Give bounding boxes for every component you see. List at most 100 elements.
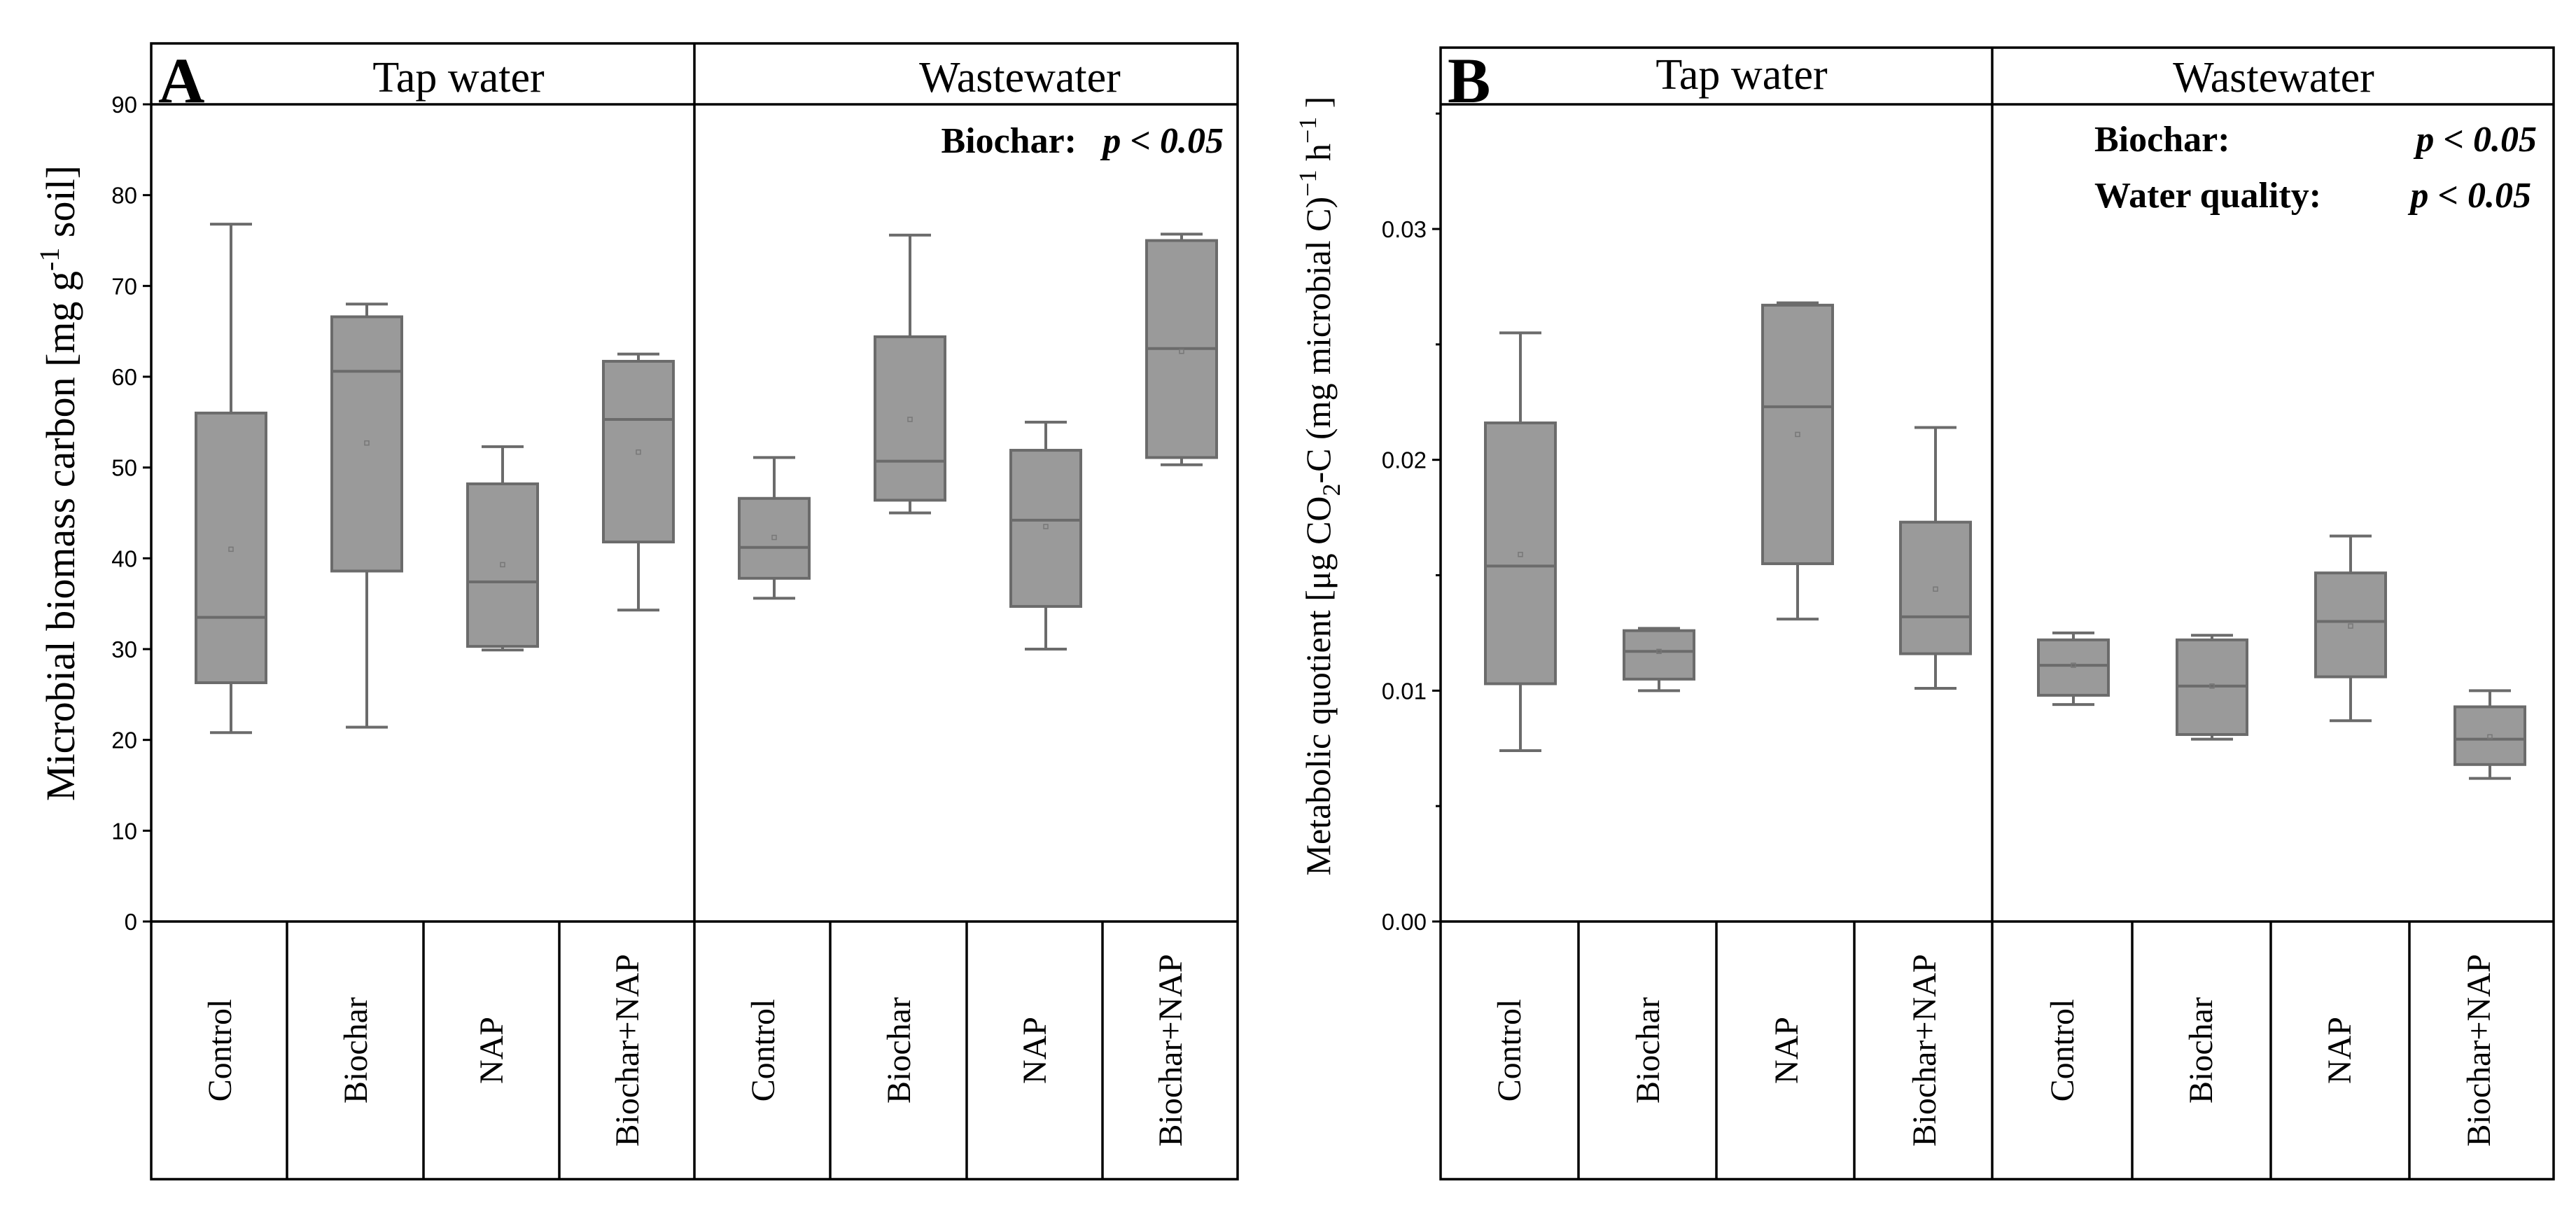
panel-a-y-axis: 0 10 20 30 40 50 60 70 80 90 — [111, 92, 151, 935]
iqr-box — [1761, 303, 1834, 566]
y-tick-label: 40 — [111, 545, 137, 571]
mean-marker — [907, 417, 913, 422]
box-biochar-nap — [2454, 689, 2526, 780]
iqr-box — [330, 315, 403, 573]
panel-a: A Tap water Wastewater Biochar: p < 0.05… — [34, 42, 1239, 1181]
box-biochar — [1623, 627, 1695, 693]
box-biochar — [874, 233, 946, 515]
panel-a-category-labels: Control Biochar NAP Biochar+NAP Control … — [202, 954, 1189, 1146]
panel-a-stat-p: p < 0.05 — [1100, 121, 1224, 161]
cat-label-b-waste-biochar: Biochar — [2183, 997, 2220, 1104]
box-biochar-nap — [1145, 232, 1218, 466]
box-control — [2037, 631, 2110, 707]
cat-label-b-waste-nap: NAP — [2321, 1017, 2358, 1084]
panel-b-frame — [1439, 46, 2555, 1181]
y-tick-label: 30 — [111, 637, 137, 662]
box-nap — [2314, 534, 2387, 723]
box-biochar — [2176, 634, 2248, 741]
panel-a-header-tap: Tap water — [372, 54, 545, 102]
panel-a-stat-label: Biochar: — [941, 121, 1077, 161]
box-control — [195, 223, 267, 735]
plot-b-area — [1484, 301, 2526, 780]
mean-marker — [2071, 662, 2076, 668]
iqr-box — [195, 411, 267, 684]
panel-b-stat-water-label: Water quality: — [2094, 176, 2321, 216]
box-nap — [1009, 420, 1082, 651]
mean-marker — [228, 546, 234, 552]
cat-label-a-tap-nap: NAP — [473, 1017, 510, 1084]
y-tick-label: 90 — [111, 92, 137, 118]
y-tick-label: 0.00 — [1382, 909, 1427, 935]
mean-marker — [1656, 648, 1662, 655]
panel-a-ylabel: Microbial biomass carbon [mg g-1 soil] — [34, 165, 83, 801]
mean-marker — [1795, 431, 1800, 438]
y-tick-label: 0.03 — [1382, 216, 1427, 242]
mean-marker — [771, 534, 777, 541]
cat-label-a-waste-nap: NAP — [1016, 1017, 1054, 1084]
panel-a-letter: A — [158, 45, 204, 116]
panel-b-y-axis: 0.00 0.01 0.02 0.03 — [1382, 112, 1441, 935]
panel-a-header-waste: Wastewater — [919, 54, 1121, 102]
cat-label-a-waste-biochar: Biochar — [881, 997, 918, 1104]
iqr-box — [2314, 571, 2387, 679]
box-control — [1484, 331, 1557, 753]
cat-label-a-waste-biochar-nap: Biochar+NAP — [1152, 954, 1189, 1146]
panel-b-header-tap: Tap water — [1656, 51, 1828, 99]
iqr-box — [602, 359, 675, 543]
y-tick-label: 60 — [111, 364, 137, 390]
box-biochar-nap — [1899, 426, 1972, 690]
cat-label-a-tap-biochar-nap: Biochar+NAP — [609, 954, 646, 1146]
y-tick-label: 10 — [111, 818, 137, 844]
y-tick-label: 0.02 — [1382, 447, 1427, 473]
mean-marker — [1933, 586, 1938, 592]
cat-label-b-waste-biochar-nap: Biochar+NAP — [2460, 954, 2498, 1146]
iqr-box — [1623, 629, 1695, 681]
panel-b: B Tap water Wastewater Biochar: p < 0.05… — [1294, 45, 2555, 1181]
cat-label-b-waste-control: Control — [2044, 999, 2081, 1102]
panel-b-category-labels: Control Biochar NAP Biochar+NAP Control … — [1491, 954, 2498, 1146]
panel-b-stats: Biochar: p < 0.05 Water quality: p < 0.0… — [2094, 120, 2537, 216]
panel-b-ylabel: Metabolic quotient [μg CO2-C (mg microbi… — [1294, 97, 1345, 876]
y-tick-label: 70 — [111, 273, 137, 299]
mean-marker — [364, 440, 370, 446]
box-nap — [466, 445, 539, 652]
cat-label-b-tap-control: Control — [1491, 999, 1528, 1102]
panel-b-stat-biochar-label: Biochar: — [2094, 120, 2230, 160]
panel-a-stats: Biochar: p < 0.05 — [941, 121, 1224, 161]
mean-marker — [1179, 348, 1184, 354]
panel-b-letter: B — [1448, 45, 1490, 116]
cat-label-a-waste-control: Control — [745, 999, 782, 1102]
cat-label-a-tap-control: Control — [202, 999, 239, 1102]
box-nap — [1761, 301, 1834, 621]
iqr-box — [874, 335, 946, 502]
iqr-box — [2454, 705, 2526, 766]
panel-b-stat-biochar-p: p < 0.05 — [2413, 120, 2537, 160]
box-biochar-nap — [602, 352, 675, 612]
mean-marker — [2348, 623, 2353, 629]
panel-b-stat-water-p: p < 0.05 — [2407, 176, 2531, 216]
mean-marker — [1518, 552, 1523, 557]
iqr-box — [1899, 520, 1972, 655]
cat-label-a-tap-biochar: Biochar — [337, 997, 374, 1104]
cat-label-b-tap-biochar-nap: Biochar+NAP — [1906, 954, 1943, 1146]
mean-marker — [2209, 683, 2215, 689]
y-tick-label: 20 — [111, 728, 137, 753]
box-biochar — [330, 302, 403, 729]
cat-label-b-tap-biochar: Biochar — [1630, 997, 1667, 1104]
y-tick-label: 0 — [125, 909, 137, 935]
panel-b-header-waste: Wastewater — [2173, 54, 2374, 102]
y-tick-label: 0.01 — [1382, 678, 1427, 704]
mean-marker — [1043, 524, 1049, 529]
y-tick-label: 80 — [111, 183, 137, 209]
iqr-box — [466, 482, 539, 648]
iqr-box — [1484, 421, 1557, 686]
mean-marker — [500, 562, 505, 568]
iqr-box — [738, 496, 811, 580]
y-tick-label: 50 — [111, 455, 137, 481]
cat-label-b-tap-nap: NAP — [1768, 1017, 1805, 1084]
plot-a-area — [195, 223, 1218, 735]
box-control — [738, 456, 811, 600]
mean-marker — [2487, 734, 2493, 740]
mean-marker — [636, 449, 641, 455]
